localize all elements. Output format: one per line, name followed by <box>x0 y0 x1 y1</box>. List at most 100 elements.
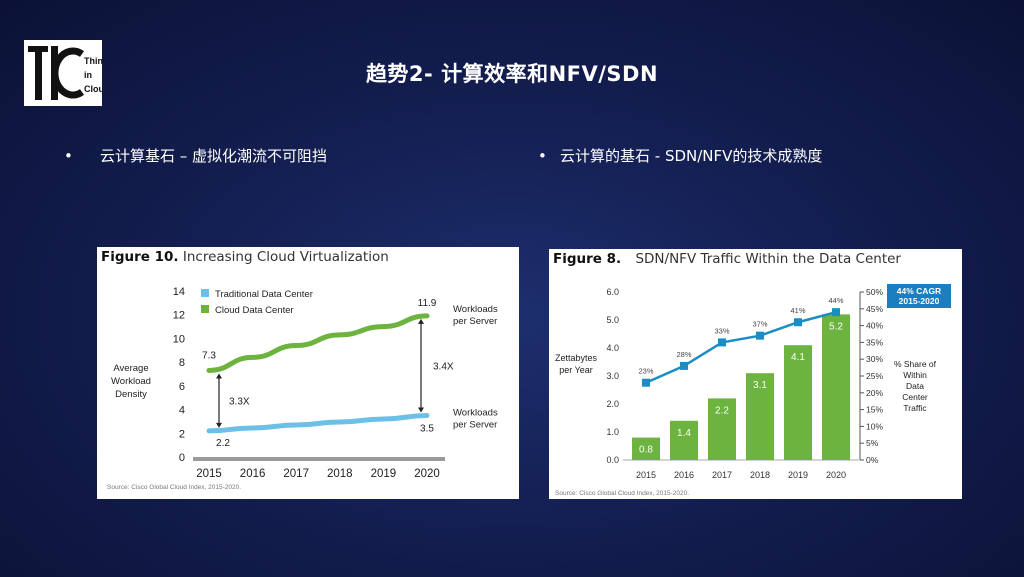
y-tick-label: 8 <box>179 357 185 369</box>
y-tick-label: 0.0 <box>606 455 619 465</box>
share-point <box>832 308 840 317</box>
cagr-badge-text: 2015-2020 <box>899 296 940 306</box>
x-tick-label: 2015 <box>636 470 656 480</box>
bar <box>670 420 698 460</box>
share-point <box>718 338 726 347</box>
figure-8-panel: Figure 8. SDN/NFV Traffic Within the Dat… <box>549 249 962 499</box>
y-tick-label: 0 <box>179 452 185 464</box>
bar <box>708 398 736 460</box>
bar <box>822 314 850 460</box>
y2-tick-label: 0% <box>866 455 879 465</box>
slide-title: 趋势2- 计算效率和NFV/SDN <box>365 62 659 86</box>
bullet-left: • 云计算基石 – 虚拟化潮流不可阻挡 <box>64 145 327 166</box>
y-tick-label: 3.0 <box>606 371 619 381</box>
x-tick-label: 2020 <box>826 470 846 480</box>
legend-swatch <box>201 305 209 313</box>
bar-value-label: 5.2 <box>829 321 843 332</box>
y-tick-label: 1.0 <box>606 427 619 437</box>
logo: Think in Cloud <box>24 40 110 106</box>
bar-value-label: 1.4 <box>677 428 691 439</box>
y-tick-label: 2 <box>179 428 185 440</box>
share-label: 37% <box>752 320 767 329</box>
y-axis-label: Average <box>113 363 148 374</box>
share-point <box>642 378 650 387</box>
figure-10-title: Increasing Cloud Virtualization <box>182 249 389 265</box>
legend-swatch <box>201 289 209 297</box>
y2-axis-label: Data <box>906 381 924 391</box>
y2-axis-label: Center <box>902 392 928 402</box>
logo-word-think: Think <box>84 56 102 66</box>
bar <box>784 345 812 460</box>
bar <box>632 437 660 460</box>
y2-tick-label: 50% <box>866 287 883 297</box>
ratio-arrow-head <box>216 422 222 428</box>
bullet-right: • 云计算的基石 - SDN/NFV的技术成熟度 <box>538 145 822 166</box>
figure-8-heading: Figure 8. SDN/NFV Traffic Within the Dat… <box>553 251 901 267</box>
x-tick-label: 2016 <box>674 470 694 480</box>
figure-8-label: Figure 8. <box>553 251 622 267</box>
data-label: 2.2 <box>216 438 230 449</box>
bar-value-label: 3.1 <box>753 380 767 391</box>
x-tick-label: 2016 <box>240 468 266 480</box>
y-axis-label: per Year <box>559 365 593 375</box>
share-label: 41% <box>790 306 805 315</box>
bar-value-label: 2.2 <box>715 405 729 416</box>
series-line <box>206 313 430 373</box>
y-axis-label: Workload <box>111 376 151 387</box>
y-tick-label: 4 <box>179 405 185 417</box>
y-axis-label: Density <box>115 389 147 400</box>
logo-word-in: in <box>84 70 92 80</box>
x-tick-label: 2020 <box>414 468 440 480</box>
share-label: 33% <box>714 326 729 335</box>
y-axis-label: Zettabytes <box>555 353 598 363</box>
y2-tick-label: 25% <box>866 371 883 381</box>
x-tick-label: 2019 <box>788 470 808 480</box>
share-point <box>680 361 688 370</box>
source-note: Source: Cisco Global Cloud Index, 2015-2… <box>555 490 689 497</box>
x-tick-label: 2019 <box>371 468 397 480</box>
ratio-label: 3.4X <box>433 362 454 373</box>
y2-tick-label: 30% <box>866 354 883 364</box>
y2-tick-label: 40% <box>866 321 883 331</box>
share-point <box>794 318 802 327</box>
bar-value-label: 4.1 <box>791 352 805 363</box>
x-tick-label: 2017 <box>283 468 309 480</box>
figure-10-label: Figure 10. <box>101 249 179 265</box>
share-label: 28% <box>676 350 691 359</box>
y2-axis-label: Within <box>903 370 927 380</box>
bullet-text: 云计算基石 – 虚拟化潮流不可阻挡 <box>100 147 328 165</box>
series-end-label: per Server <box>453 420 497 431</box>
figure-10-chart: 0 2 4 6 8 10 12 14 2015 2016 2017 2018 2019 2020 Avera… <box>107 286 498 491</box>
y2-axis-label: Traffic <box>903 403 927 413</box>
bar <box>746 373 774 460</box>
logo-word-cloud: Cloud <box>84 84 102 94</box>
share-point <box>756 331 764 340</box>
y2-axis-label: % Share of <box>894 359 937 369</box>
bullet-dot: • <box>64 147 73 165</box>
figure-8-title: SDN/NFV Traffic Within the Data Center <box>635 251 901 267</box>
y2-tick-label: 35% <box>866 337 883 347</box>
share-label: 44% <box>828 296 843 305</box>
ratio-arrow-head <box>418 318 424 324</box>
x-tick-label: 2018 <box>750 470 770 480</box>
y2-tick-label: 20% <box>866 388 883 398</box>
figure-10-panel: Figure 10. Increasing Cloud Virtualizati… <box>97 247 519 499</box>
x-tick-label: 2015 <box>196 468 222 480</box>
figure-10-heading: Figure 10. Increasing Cloud Virtualizati… <box>101 249 389 265</box>
y-tick-label: 5.0 <box>606 315 619 325</box>
ratio-arrow-head <box>418 407 424 413</box>
legend-label: Traditional Data Center <box>215 289 313 300</box>
y-tick-label: 6.0 <box>606 287 619 297</box>
y2-tick-label: 15% <box>866 405 883 415</box>
bullet-dot: • <box>538 147 547 165</box>
x-axis <box>193 457 445 461</box>
series-line <box>206 413 430 434</box>
cagr-badge-text: 44% CAGR <box>897 286 941 296</box>
y2-tick-label: 10% <box>866 421 883 431</box>
data-label: 7.3 <box>202 350 216 361</box>
data-label: 3.5 <box>420 424 434 435</box>
tic-logo-icon: Think in Cloud <box>24 40 110 106</box>
y2-tick-label: 5% <box>866 438 879 448</box>
cagr-badge <box>887 284 951 308</box>
x-tick-label: 2018 <box>327 468 353 480</box>
